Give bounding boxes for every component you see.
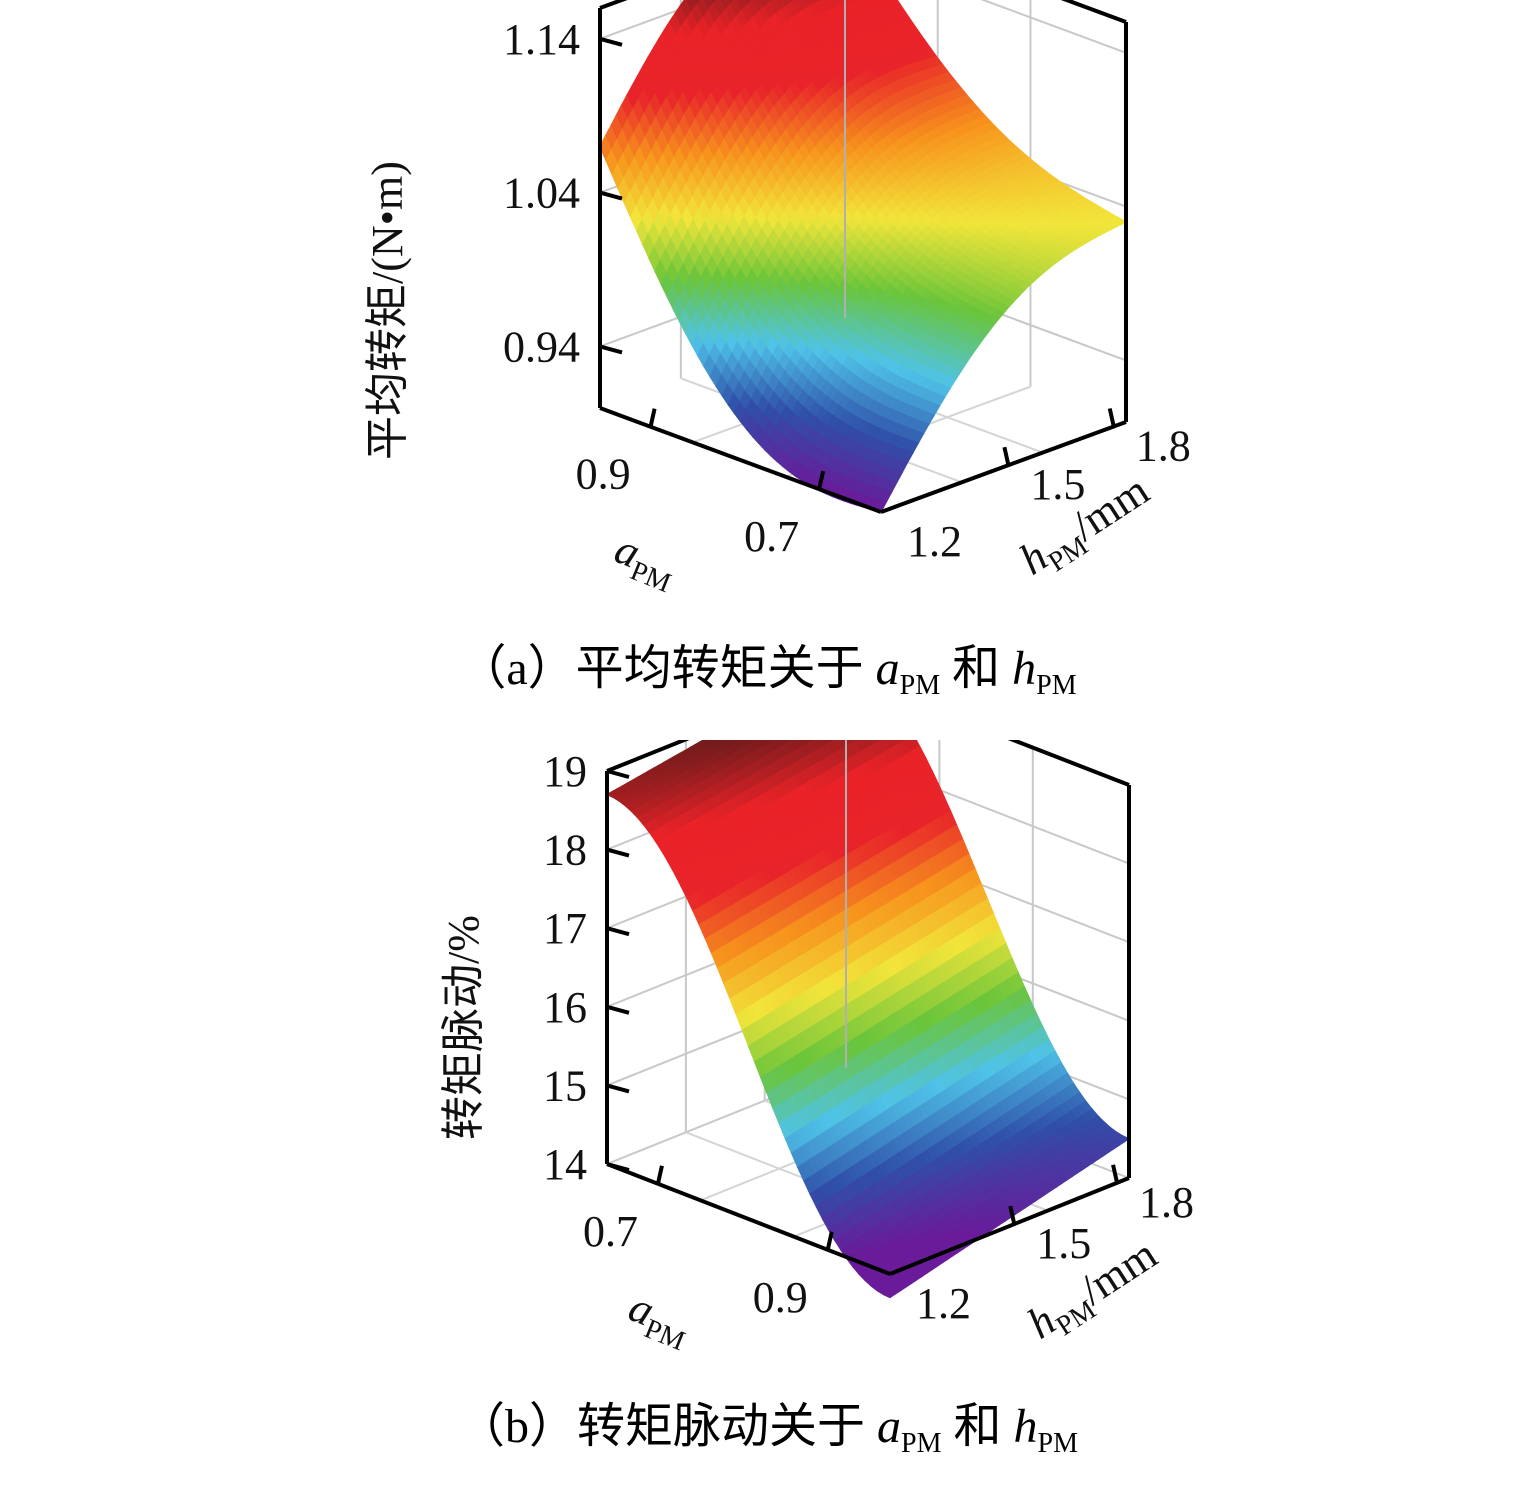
z-tick-label: 18 (543, 826, 587, 875)
z-tick-label: 1.04 (503, 169, 580, 218)
caption-b: （b）转矩脉动关于 aPM 和 hPM (0, 1386, 1535, 1460)
x-tick (655, 1165, 664, 1185)
caption-b-sub1: PM (901, 1428, 942, 1459)
y-tick (1111, 1164, 1120, 1184)
frame-top-line (606, 740, 690, 773)
axis-frame-b (605, 740, 1131, 1276)
caption-a-sub2: PM (1036, 670, 1077, 701)
y-axis-line (889, 1176, 1130, 1276)
x-tick-label: 0.7 (583, 1207, 638, 1256)
frame-top-line (1060, 0, 1127, 24)
caption-b-prefix: （b）转矩脉动关于 (457, 1400, 878, 1453)
caption-a-var1: a (875, 642, 900, 695)
z-tick (606, 1004, 630, 1015)
x-tick (817, 470, 826, 490)
z-tick (599, 344, 623, 355)
z-tick-label: 19 (543, 747, 587, 796)
z-tick (606, 1083, 630, 1094)
tick-labels-a: 0.94 1.04 1.14 0.9 0.7 1.2 1.5 1.8 (503, 15, 1191, 566)
y-tick-label: 1.2 (907, 517, 962, 566)
caption-a-var2: h (1012, 642, 1037, 695)
x-tick-label: 0.9 (576, 450, 631, 499)
caption-b-mid: 和 (941, 1400, 1014, 1453)
y-tick-label: 1.8 (1136, 422, 1191, 471)
x-axis-line (606, 1162, 891, 1276)
z-tick-label: 14 (543, 1140, 587, 1189)
z-tick (599, 190, 623, 201)
z-tick-label: 15 (543, 1061, 587, 1110)
caption-a-mid: 和 (940, 642, 1013, 695)
z-tick (599, 36, 623, 47)
z-tick (606, 847, 630, 858)
caption-a-sub1: PM (899, 670, 941, 701)
caption-b-var1: a (877, 1400, 902, 1453)
z-tick-label: 17 (543, 904, 587, 953)
z-tick-label: 1.14 (503, 15, 580, 64)
z-tick (606, 926, 630, 937)
y-tick-label: 1.5 (1030, 460, 1085, 509)
x-axis-line (599, 406, 882, 514)
surface-chart-a: 0.94 1.04 1.14 0.9 0.7 1.2 1.5 1.8 平均转矩/(N•m) a… (363, 0, 1191, 599)
y-tick-label: 1.2 (916, 1279, 971, 1328)
x-axis-title-a: aPM (606, 524, 685, 599)
y-tick (1002, 446, 1011, 466)
y-tick (1107, 408, 1116, 427)
x-tick-label: 0.9 (753, 1273, 808, 1322)
z-tick-label: 16 (543, 983, 587, 1032)
y-tick-label: 1.8 (1139, 1178, 1194, 1227)
z-tick (606, 1162, 630, 1172)
y-tick-label: 1.5 (1036, 1219, 1091, 1268)
y-tick (1008, 1205, 1017, 1225)
caption-b-var2: h (1013, 1400, 1038, 1453)
y-axis-line (880, 420, 1127, 514)
surface-patch (882, 1290, 897, 1299)
tick-labels-b: 14 15 16 17 18 19 0.7 0.9 1.2 1.5 1.8 (543, 747, 1194, 1328)
caption-a-prefix: （a）平均转矩关于 (458, 642, 876, 695)
caption-b-sub2: PM (1037, 1428, 1078, 1459)
x-tick (825, 1231, 834, 1251)
x-axis-title-b: aPM (620, 1282, 699, 1357)
surface-a (599, 0, 1128, 513)
z-tick-label: 0.94 (503, 322, 580, 371)
surface-b (605, 740, 1131, 1299)
frame-top-line (1007, 740, 1130, 787)
axis-frame-a (598, 0, 1128, 514)
x-tick (648, 408, 657, 428)
figure-a: 0.94 1.04 1.14 0.9 0.7 1.2 1.5 1.8 平均转矩/(N•m) a… (0, 0, 1535, 720)
x-tick-label: 0.7 (744, 512, 799, 561)
figure-b: 14 15 16 17 18 19 0.7 0.9 1.2 1.5 1.8 转矩脉动/% aPM h… (0, 740, 1535, 1486)
caption-a: （a）平均转矩关于 aPM 和 hPM (0, 628, 1535, 702)
z-axis-title-a: 平均转矩/(N•m) (363, 161, 412, 460)
z-tick (606, 769, 630, 779)
z-axis-title-b: 转矩脉动/% (439, 915, 488, 1140)
